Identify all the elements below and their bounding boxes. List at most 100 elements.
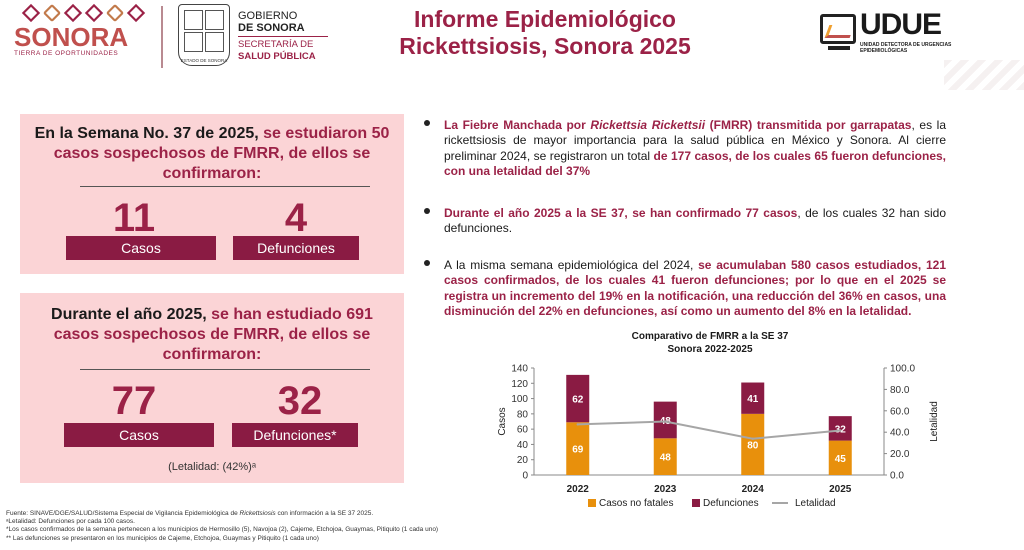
year-deaths-value: 32	[277, 379, 323, 423]
y-tick-label: 80	[517, 409, 529, 420]
footer-source-a: Fuente: SINAVE/DGE/SALUD/Sistema Especia…	[6, 510, 240, 517]
state-seal-icon: ESTADO DE SONORA	[178, 4, 230, 66]
sonora-pattern-icon	[16, 3, 150, 23]
bullet-icon	[424, 208, 430, 214]
footer-source-b: con información a la SE 37 2025.	[275, 510, 374, 517]
x-tick-label: 2025	[829, 484, 852, 495]
chart-title: Comparativo de FMRR a la SE 37	[631, 331, 789, 342]
bar-defunciones	[566, 374, 590, 423]
bar-casos-no-fatales	[741, 413, 765, 475]
page-title: Informe Epidemiológico Rickettsiosis, So…	[360, 6, 730, 60]
y-tick-label: 100	[511, 394, 528, 405]
point-letalidad	[839, 429, 842, 432]
legend-label: Defunciones	[703, 498, 759, 509]
bullet1-part4: de 177 casos, de los cuales 65 fueron de…	[444, 148, 947, 179]
bar-defunciones	[741, 382, 765, 414]
bar-label-casos-no-fatales: 45	[835, 454, 847, 465]
bullet-item-1: La Fiebre Manchada por Rickettsia Ricket…	[424, 118, 946, 180]
bar-label-casos-no-fatales: 80	[747, 440, 759, 451]
legend-swatch	[588, 499, 596, 507]
week-text-highlight: se estudiaron 50 casos sospechosos de FM…	[53, 125, 390, 182]
point-letalidad	[751, 437, 754, 440]
gob-line2: DE SONORA	[238, 22, 305, 34]
gobierno-sonora-logo: ESTADO DE SONORA GOBIERNO DE SONORA SECR…	[174, 4, 334, 70]
x-tick-label: 2022	[567, 484, 590, 495]
lethality-note: (Letalidad: (42%)ᵃ	[168, 461, 256, 473]
y-tick-label: 20	[517, 455, 529, 466]
chart-title-block: Comparativo de FMRR a la SE 37 Sonora 20…	[590, 330, 830, 356]
bar-casos-no-fatales	[566, 422, 590, 475]
year-summary-text: Durante el año 2025, se han estudiado 69…	[28, 305, 396, 365]
sonora-logo-tagline: TIERRA DE OPORTUNIDADES	[14, 50, 119, 57]
bullet1-part3: , es la rickettsiosis de mayor importanc…	[444, 118, 947, 163]
bullet3-part2: se acumulaban 580 casos estudiados, 121 …	[444, 258, 946, 319]
year-deaths-label: Defunciones*	[232, 423, 358, 447]
bullet2-part2: , de los cuales 32 han sido defunciones.	[444, 206, 946, 236]
y2-tick-label: 0.0	[890, 471, 904, 482]
bar-casos-no-fatales	[653, 438, 677, 475]
bar-label-casos-no-fatales: 48	[660, 453, 672, 464]
fmrr-comparison-chart: 0 20 40 60 80 100 120 140 0.0 20.0 40.0 60.0 80.0 100…	[497, 364, 940, 510]
y2-axis-label: Letalidad	[929, 401, 940, 442]
header-divider	[161, 6, 163, 68]
monitor-icon	[820, 14, 856, 44]
year-summary-panel: Durante el año 2025, se han estudiado 69…	[20, 293, 404, 483]
chart-subtitle: Sonora 2022-2025	[667, 344, 753, 355]
udue-logo: UDUE UNIDAD DETECTORA DE URGENCIAS EPIDE…	[816, 6, 966, 62]
bar-defunciones	[828, 416, 852, 441]
year-text-plain: Durante el año 2025,	[51, 306, 207, 323]
y-axis-label: Casos	[497, 407, 508, 435]
y-tick-label: 140	[511, 364, 528, 375]
year-cases-label: Casos	[64, 423, 214, 447]
week-deaths-value: 4	[284, 196, 308, 240]
y2-tick-label: 20.0	[890, 449, 910, 460]
x-tick-label: 2024	[742, 484, 765, 495]
bullet3-part1: A la misma semana epidemiológica del 202…	[444, 258, 699, 272]
title-line1: Informe Epidemiológico	[414, 6, 676, 32]
sonora-logo: SONORA TIERRA DE OPORTUNIDADES	[14, 3, 150, 70]
bar-label-defunciones: 41	[747, 394, 759, 405]
week-cases-label: Casos	[66, 236, 216, 260]
seal-caption: ESTADO DE SONORA	[180, 58, 228, 63]
footer-source-italic: Rickettsiosis	[239, 510, 276, 517]
bullet1-part1: La Fiebre Manchada por	[444, 118, 591, 132]
bar-label-casos-no-fatales: 69	[572, 445, 584, 456]
udue-subtitle: UNIDAD DETECTORA DE URGENCIAS EPIDEMIOLÓ…	[860, 42, 952, 54]
bullet-item-3: A la misma semana epidemiológica del 202…	[424, 258, 946, 320]
legend-label: Letalidad	[795, 498, 836, 509]
year-text-highlight: se han estudiado 691 casos sospechosos d…	[53, 306, 373, 363]
title-line2: Rickettsiosis, Sonora 2025	[399, 33, 691, 59]
week-summary-panel: En la Semana No. 37 de 2025, se estudiar…	[20, 114, 404, 274]
legend-swatch	[692, 499, 700, 507]
footer-source: Fuente: SINAVE/DGE/SALUD/Sistema Especia…	[6, 510, 906, 518]
week-cases-value: 11	[112, 196, 156, 240]
series-line-letalidad	[577, 420, 841, 440]
gob-line4: SALUD PÚBLICA	[238, 51, 316, 62]
gob-line3: SECRETARÍA DE	[238, 39, 314, 50]
decorative-stripes	[944, 60, 1024, 90]
week-text-plain: En la Semana No. 37 de 2025,	[34, 125, 259, 142]
udue-name: UDUE	[860, 8, 942, 41]
bullet2-part1: Durante el año 2025 a la SE 37, se han c…	[444, 206, 798, 220]
bullet-item-2: Durante el año 2025 a la SE 37, se han c…	[424, 206, 946, 237]
y-tick-label: 40	[517, 440, 529, 451]
point-letalidad	[664, 420, 667, 423]
footer-deaths-note: ** Las defunciones se presentaron en los…	[6, 534, 319, 542]
week-summary-text: En la Semana No. 37 de 2025, se estudiar…	[28, 124, 396, 184]
y2-tick-label: 80.0	[890, 385, 910, 396]
bullet-icon	[424, 260, 430, 266]
y-tick-label: 120	[511, 379, 528, 390]
sonora-logo-word: SONORA	[14, 22, 129, 52]
y-tick-label: 60	[517, 425, 529, 436]
y2-tick-label: 40.0	[890, 428, 910, 439]
legend-label: Casos no fatales	[599, 498, 674, 509]
bar-casos-no-fatales	[828, 440, 852, 475]
x-tick-label: 2023	[654, 484, 677, 495]
y-tick-label: 0	[522, 471, 528, 482]
point-letalidad	[576, 423, 579, 426]
bullet1-italic: Rickettsia Rickettsii	[590, 118, 706, 132]
bullet-icon	[424, 120, 430, 126]
bar-label-defunciones: 62	[572, 395, 584, 406]
y2-tick-label: 100.0	[890, 364, 915, 375]
y2-tick-label: 60.0	[890, 406, 910, 417]
